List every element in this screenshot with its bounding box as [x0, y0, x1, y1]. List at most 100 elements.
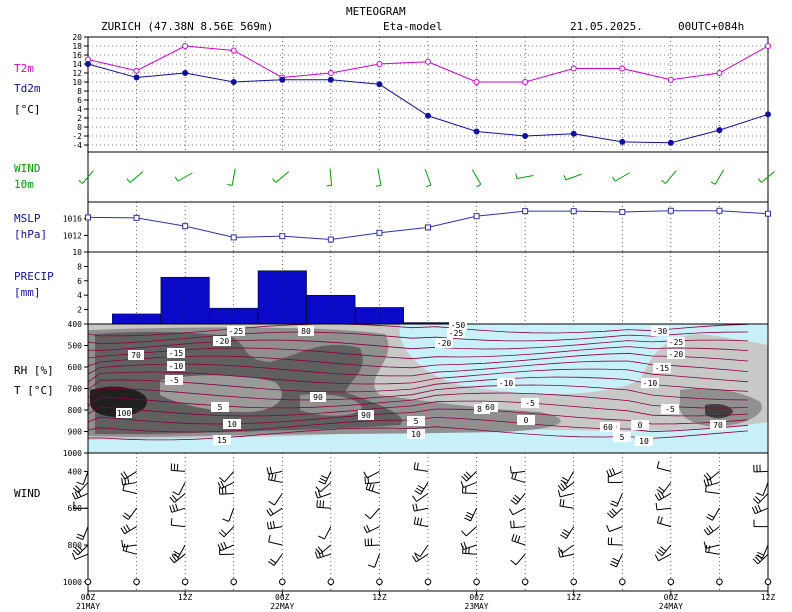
wind10m-barb [375, 168, 382, 187]
wind-profile-barb [268, 472, 283, 483]
t-label-bg [497, 378, 515, 388]
wind-profile-label: WIND [14, 487, 41, 500]
barb-feather [412, 495, 417, 502]
wind-profile-barb [412, 553, 429, 563]
section-tick-label: 600 [68, 363, 83, 372]
barb-feather [609, 563, 617, 568]
barb-shaft [515, 493, 526, 505]
wind-profile-barb [414, 544, 429, 558]
barb-feather [364, 513, 371, 520]
barb-shaft [559, 553, 574, 558]
time-tick-label: 12Z [178, 593, 193, 602]
barb-shaft [75, 493, 89, 500]
barb-feather [656, 515, 660, 523]
t2m-point [133, 67, 140, 74]
time-tick-label: 00Z [664, 593, 679, 602]
mslp-point [667, 207, 674, 214]
barb-feather [757, 178, 762, 183]
wind-profile-barb [266, 520, 283, 530]
barb-feather [561, 476, 569, 482]
td2m-point [279, 76, 286, 83]
barb-feather [365, 482, 369, 490]
barb-shaft [657, 467, 671, 472]
temp-tick-label: 12 [72, 69, 82, 78]
t-contour-label: -10 [643, 379, 658, 388]
barb-feather [375, 184, 381, 187]
rh-contour-label: 70 [131, 351, 141, 360]
t2m-point [765, 43, 771, 49]
barb-feather [171, 555, 177, 562]
mslp-point [133, 214, 140, 221]
wind-profile-barb [121, 476, 137, 486]
barb-shaft [275, 171, 290, 183]
barb-feather [461, 530, 467, 537]
barb-feather [752, 498, 759, 504]
barb-feather [367, 564, 375, 568]
wind-profile-barb [656, 515, 671, 528]
wind-profile-barb [318, 526, 332, 540]
wind-profile-barb [71, 490, 89, 500]
barb-feather [706, 527, 712, 534]
barb-feather [121, 477, 124, 485]
barb-feather [511, 533, 515, 541]
barb-shaft [470, 507, 478, 522]
barb-shaft [178, 482, 186, 496]
t-label-bg [661, 404, 679, 414]
barb-feather [120, 472, 126, 480]
wind-profile-barb [509, 466, 526, 474]
wind-profile-barb [703, 541, 720, 549]
t-contour-label: -5 [525, 399, 535, 408]
barb-feather [124, 512, 131, 518]
barb-feather [269, 521, 273, 529]
barb-feather [124, 477, 127, 485]
t-label-bg [407, 429, 425, 439]
t-label-bg [227, 326, 245, 336]
temp-tick-label: 4 [77, 105, 82, 114]
barb-feather [412, 555, 417, 563]
barb-feather [220, 529, 227, 535]
t-label-bg [167, 348, 185, 358]
barb-shaft [171, 507, 186, 513]
wind-profile-barb [414, 482, 429, 495]
barb-shaft [762, 482, 769, 496]
t-contour-label: -20 [669, 350, 684, 359]
wind-profile-barb [218, 526, 235, 538]
barb-feather [314, 491, 319, 499]
barb-shaft [273, 553, 283, 566]
barb-feather [76, 481, 84, 486]
wind10m-barb [563, 173, 582, 181]
td2m-label: Td2m [14, 82, 41, 95]
barb-shaft [173, 553, 186, 564]
temp-tick-label: 10 [72, 78, 82, 87]
barb-feather [708, 525, 714, 532]
precip-label: PRECIP [14, 270, 54, 283]
barb-shaft [658, 553, 672, 562]
mslp-point [619, 209, 626, 215]
rh-label-bg [298, 326, 314, 336]
td2m-point [619, 138, 626, 145]
wind-profile-barb [610, 493, 623, 507]
t-label-bg [641, 378, 659, 388]
td2m-point [473, 128, 480, 135]
wind-profile-barb [219, 547, 234, 555]
t-label-bg [635, 436, 653, 446]
barb-feather [318, 535, 325, 540]
barb-shaft [124, 526, 137, 535]
wind-profile-tick-label: 400 [68, 467, 83, 476]
barb-shaft [658, 493, 672, 501]
t-contour-label: -10 [499, 379, 514, 388]
section-tick-label: 500 [68, 342, 83, 351]
barb-feather [122, 483, 125, 491]
barb-feather [654, 494, 660, 501]
t-contour-label: -25 [669, 338, 684, 347]
barb-feather [122, 515, 129, 520]
barb-feather [557, 489, 561, 497]
barb-feather [463, 473, 470, 480]
barb-shaft [609, 470, 623, 478]
barb-feather [514, 494, 521, 500]
t-contour-label: -20 [215, 337, 230, 346]
barb-feather [611, 467, 616, 475]
barb-feather [515, 173, 518, 179]
barb-feather [705, 545, 708, 553]
